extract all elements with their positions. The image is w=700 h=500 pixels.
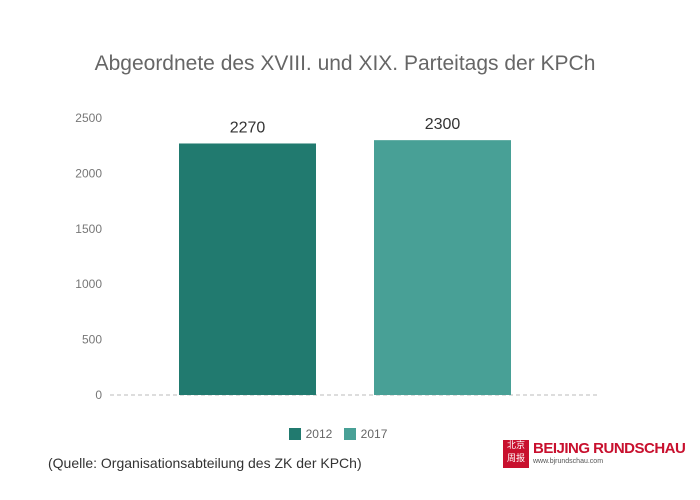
data-label-2017: 2300 [425, 116, 461, 133]
logo-url: www.bjrundschau.com [533, 458, 604, 465]
data-label-2012: 2270 [230, 119, 266, 136]
legend-label-2012: 2012 [305, 427, 333, 441]
legend-swatch-2017 [343, 428, 356, 440]
bar-2012[interactable] [179, 143, 316, 395]
legend: 2012 2017 [0, 427, 676, 443]
y-tick-label: 2000 [75, 166, 102, 180]
source-note: (Quelle: Organisationsabteilung des ZK d… [48, 455, 362, 471]
y-tick-label: 0 [95, 388, 102, 402]
logo-name: BEIJING RUNDSCHAU [533, 440, 686, 457]
y-tick-label: 1500 [75, 222, 102, 236]
logo-seal: 北京周报 [503, 440, 529, 468]
beijing-rundschau-logo: 北京周报 BEIJING RUNDSCHAU www.bjrundschau.c… [503, 440, 686, 470]
bars [179, 140, 511, 395]
chart-title: Abgeordnete des XVIII. und XIX. Parteita… [94, 52, 596, 75]
data-labels: 2270 2300 [230, 116, 461, 136]
bar-2017[interactable] [374, 140, 511, 395]
y-tick-label: 2500 [75, 111, 102, 125]
legend-swatch-2012 [288, 428, 301, 440]
legend-item-2012[interactable]: 2012 [288, 427, 333, 441]
y-axis-ticks: 0 500 1000 1500 2000 2500 [75, 111, 102, 402]
legend-label-2017: 2017 [360, 427, 388, 441]
y-tick-label: 1000 [75, 277, 102, 291]
legend-item-2017[interactable]: 2017 [343, 427, 388, 441]
y-tick-label: 500 [82, 333, 102, 347]
